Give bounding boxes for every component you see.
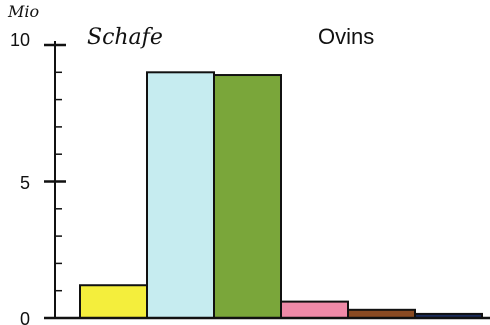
y-unit-label: Mio (7, 2, 39, 21)
bar (280, 300, 349, 319)
bar (213, 74, 282, 319)
bar (79, 284, 148, 319)
chart-title-french: Ovins (318, 24, 374, 49)
y-tick-label-5: 5 (20, 173, 30, 193)
bars (79, 71, 483, 319)
chart-title-german: Schafe (87, 25, 163, 50)
y-axis (44, 41, 66, 320)
y-tick-label-10: 10 (10, 30, 30, 50)
bar (146, 71, 215, 319)
y-tick-label-0: 0 (20, 309, 30, 325)
